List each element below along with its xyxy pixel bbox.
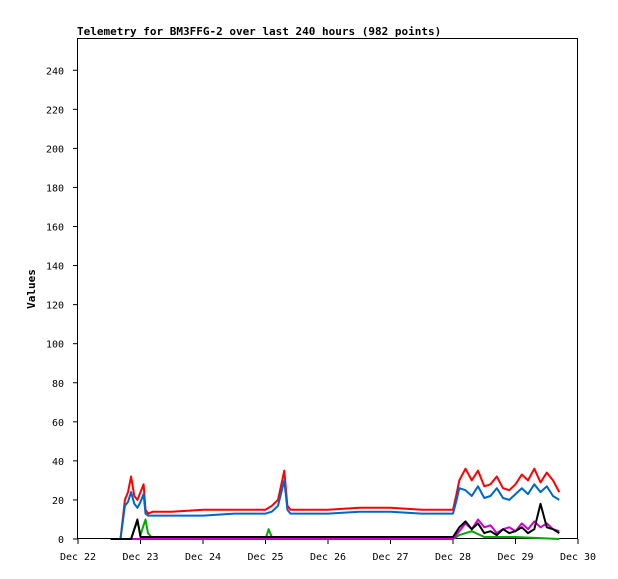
blue-series-line <box>110 479 560 540</box>
x-tick-label: Dec 30 <box>560 552 596 563</box>
y-tick-label: 140 <box>46 262 64 273</box>
red-series-line <box>110 467 561 540</box>
x-tick-label: Dec 26 <box>310 552 346 563</box>
x-tick-label: Dec 24 <box>185 552 221 563</box>
y-tick-label: 160 <box>46 223 64 234</box>
y-tick-label: 200 <box>46 144 64 155</box>
x-tick-label: Dec 25 <box>247 552 283 563</box>
chart-title: Telemetry for BM3FFG-2 over last 240 hou… <box>77 25 441 38</box>
y-tick-label: 80 <box>52 379 64 390</box>
y-tick-label: 120 <box>46 301 64 312</box>
y-axis: 0 20 40 60 80 100 120 140 160 180 200 220 240 <box>46 66 78 546</box>
y-tick-label: 180 <box>46 183 64 194</box>
x-tick-label: Dec 27 <box>372 552 408 563</box>
plot-area <box>77 38 578 539</box>
y-tick-label: 40 <box>52 457 64 468</box>
x-tick-label: Dec 29 <box>497 552 533 563</box>
y-tick-label: 0 <box>58 535 64 546</box>
x-tick-label: Dec 28 <box>435 552 471 563</box>
x-tick-label: Dec 23 <box>122 552 158 563</box>
series-group <box>110 467 561 540</box>
y-tick-label: 220 <box>46 105 64 116</box>
x-tick-label: Dec 22 <box>60 552 96 563</box>
y-tick-label: 100 <box>46 340 64 351</box>
y-tick-label: 60 <box>52 418 64 429</box>
y-tick-label: 20 <box>52 496 64 507</box>
x-axis: Dec 22 Dec 23 Dec 24 Dec 25 Dec 26 Dec 27 Dec … <box>60 539 596 563</box>
y-tick-label: 240 <box>46 66 64 77</box>
y-axis-label: Values <box>25 269 38 309</box>
black-series-line <box>110 502 560 540</box>
